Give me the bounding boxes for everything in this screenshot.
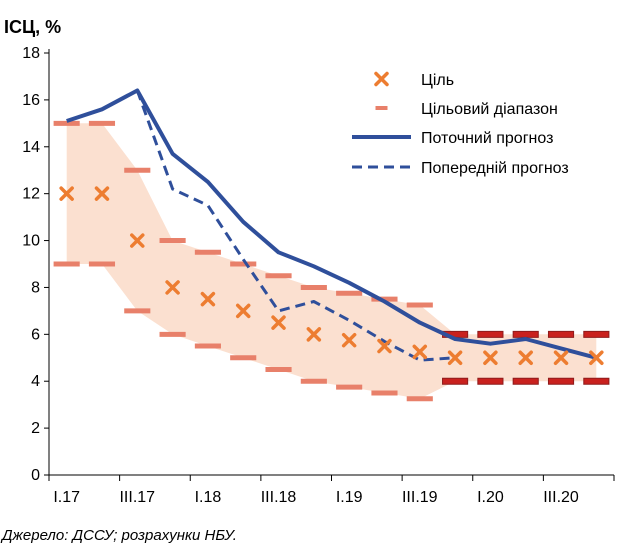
x-tick-label: I.20 xyxy=(477,489,504,506)
axes: 0 2 4 6 8 10 12 14 16 18 I.17 III.17 I.18 III.18 I.19 I… xyxy=(22,45,615,506)
x-tick-label: I.18 xyxy=(195,489,222,506)
target-marker-stroke xyxy=(374,71,389,87)
target-marker-stroke xyxy=(341,332,357,348)
target-marker xyxy=(271,315,286,330)
legend-label: Ціль xyxy=(421,72,454,89)
x-tick-label: I.19 xyxy=(336,489,363,506)
target-marker-stroke xyxy=(130,233,145,248)
target-marker xyxy=(235,303,251,319)
target-marker xyxy=(412,344,428,360)
legend-label: Цільовий діапазон xyxy=(421,101,558,118)
target-marker-stroke xyxy=(271,315,286,330)
legend-label: Попередній прогноз xyxy=(421,160,569,177)
target-marker-stroke xyxy=(94,186,110,201)
y-tick-label: 0 xyxy=(31,467,40,484)
target-marker xyxy=(447,350,463,366)
target-marker-stroke xyxy=(306,327,322,342)
target-marker-stroke xyxy=(235,303,251,319)
target-marker xyxy=(306,327,322,342)
y-tick-label: 18 xyxy=(22,45,40,62)
target-marker xyxy=(341,332,357,348)
target-marker-stroke xyxy=(412,344,428,360)
y-tick-label: 14 xyxy=(22,139,40,156)
target-marker-stroke xyxy=(518,350,533,366)
target-marker xyxy=(59,186,74,201)
target-marker-stroke xyxy=(377,338,392,354)
x-tick-label: III.17 xyxy=(119,489,155,506)
x-tick-label: III.18 xyxy=(261,489,297,506)
target-marker-stroke xyxy=(447,350,463,366)
source-note: Джерело: ДССУ; розрахунки НБУ. xyxy=(0,527,237,544)
legend: Ціль Цільовий діапазон Поточний прогноз Поп… xyxy=(352,71,569,177)
x-tick-label: III.20 xyxy=(543,489,579,506)
target-marker-stroke xyxy=(59,186,74,201)
target-markers xyxy=(59,186,604,366)
y-tick-label: 2 xyxy=(31,420,40,437)
target-marker xyxy=(518,350,533,366)
target-marker xyxy=(165,280,180,295)
y-tick-label: 6 xyxy=(31,326,40,343)
target-marker xyxy=(553,350,569,366)
target-marker xyxy=(377,338,392,354)
target-range-band xyxy=(66,123,597,399)
target-marker xyxy=(200,291,216,307)
x-tick-label: I.17 xyxy=(53,489,80,506)
target-marker-stroke xyxy=(483,350,498,366)
y-tick-label: 10 xyxy=(22,233,40,250)
target-marker-stroke xyxy=(589,350,604,366)
target-marker xyxy=(94,186,110,201)
target-marker xyxy=(130,233,145,248)
y-axis-title: ІСЦ, % xyxy=(4,17,61,37)
target-marker xyxy=(483,350,498,366)
y-tick-label: 8 xyxy=(31,279,40,296)
target-marker-stroke xyxy=(553,350,569,366)
forecast-lines xyxy=(66,88,597,362)
legend-label: Поточний прогноз xyxy=(421,130,553,147)
y-tick-label: 12 xyxy=(22,186,40,203)
target-marker-stroke xyxy=(165,280,180,295)
current-forecast-line xyxy=(66,88,597,360)
y-tick-label: 4 xyxy=(31,373,40,390)
y-tick-label: 16 xyxy=(22,92,40,109)
legend-swatch-target xyxy=(374,71,389,87)
target-marker-stroke xyxy=(200,291,216,307)
target-marker xyxy=(589,350,604,366)
previous-forecast-line xyxy=(135,89,456,362)
x-tick-label: III.19 xyxy=(402,489,438,506)
